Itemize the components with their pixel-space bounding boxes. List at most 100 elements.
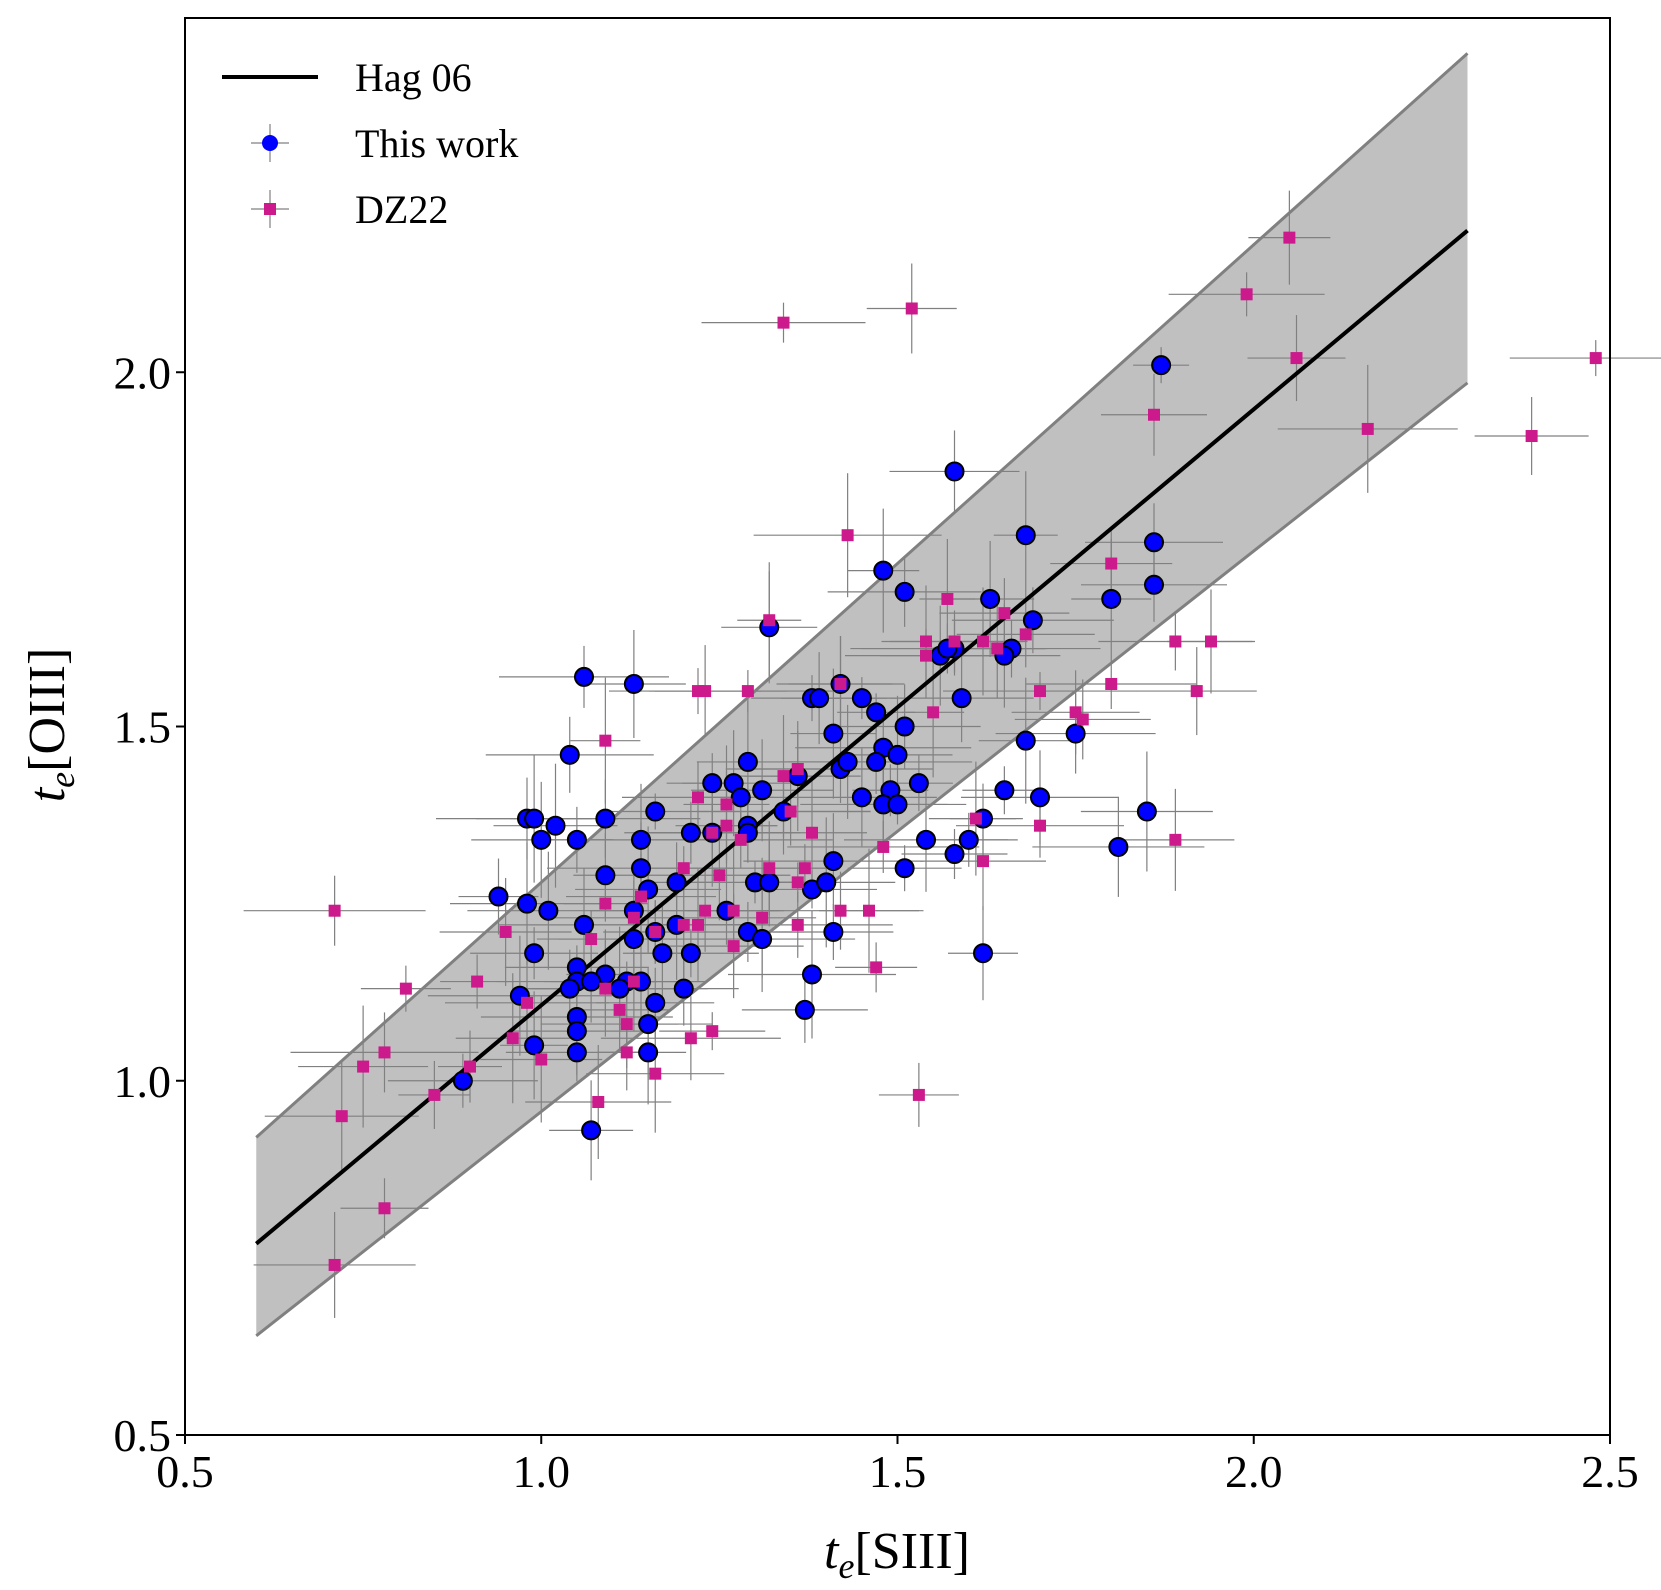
dz22-point <box>471 975 484 988</box>
y-axis-label-rest: [OIII] <box>19 648 76 772</box>
legend: Hag 06 This work DZ22 <box>222 55 518 232</box>
this-work-point <box>837 751 858 772</box>
this-work-point <box>851 787 872 808</box>
this-work-point <box>994 780 1015 801</box>
this-work-point <box>1144 532 1164 553</box>
this-work-point <box>524 1035 545 1056</box>
this-work-point <box>595 865 616 886</box>
this-work-point <box>581 971 602 992</box>
this-work-point <box>623 673 644 694</box>
this-work-point <box>916 829 936 850</box>
y-tick-label: 1.0 <box>114 1056 172 1107</box>
dz22-point <box>806 826 818 839</box>
this-work-point <box>802 964 822 985</box>
dz22-point <box>941 592 954 605</box>
data-markers <box>328 231 1602 1271</box>
legend-marker-dz22 <box>264 203 276 215</box>
dz22-point <box>777 770 790 783</box>
dz22-point <box>1105 677 1118 690</box>
band-upper-edge <box>255 52 1469 1139</box>
this-work-point <box>944 461 965 482</box>
dz22-point <box>927 706 940 719</box>
this-work-point <box>680 822 701 843</box>
legend-marker-this-work <box>262 135 278 151</box>
this-work-point <box>638 1042 659 1063</box>
dz22-point <box>677 862 690 875</box>
dz22-point <box>620 1046 633 1059</box>
dz22-point <box>969 812 982 825</box>
this-work-point <box>566 1021 587 1042</box>
this-work-point <box>1144 574 1164 595</box>
this-work-point <box>887 794 908 815</box>
this-work-point <box>559 744 580 765</box>
dz22-point <box>756 911 769 924</box>
this-work-point <box>524 808 545 829</box>
this-work-point <box>866 702 887 723</box>
x-axis-label: te[SIII] <box>824 1523 970 1586</box>
dz22-point <box>1290 352 1303 365</box>
dz22-point <box>905 302 918 315</box>
this-work-point <box>737 751 758 772</box>
dz22-point <box>1283 231 1296 244</box>
this-work-point <box>559 978 580 999</box>
dz22-point <box>727 940 740 953</box>
this-work-point <box>752 929 773 950</box>
this-work-point <box>645 801 666 822</box>
dz22-point <box>920 649 932 662</box>
y-axis-label-sub: e <box>42 772 82 788</box>
dz22-point <box>1105 557 1118 570</box>
dz22-point <box>592 1096 605 1109</box>
dz22-point <box>692 791 704 804</box>
dz22-point <box>1589 352 1602 365</box>
this-work-point <box>894 581 915 602</box>
dz22-point <box>1361 422 1374 435</box>
this-work-point <box>574 666 594 687</box>
this-work-point <box>851 688 872 709</box>
this-work-point <box>595 808 616 829</box>
this-work-point <box>631 829 651 850</box>
this-work-point <box>645 992 666 1013</box>
dz22-point <box>1525 430 1538 443</box>
x-axis-label-var: t <box>824 1523 840 1580</box>
dz22-point <box>912 1088 925 1101</box>
dz22-point <box>335 1110 348 1123</box>
dz22-point <box>791 763 804 776</box>
dz22-point <box>399 982 412 995</box>
this-work-point <box>638 1014 659 1035</box>
dz22-point <box>791 876 804 889</box>
dz22-point <box>1205 635 1217 648</box>
x-axis-label-sub: e <box>838 1546 854 1586</box>
dz22-point <box>535 1053 548 1066</box>
this-work-point <box>581 1120 602 1141</box>
this-work-point <box>623 929 644 950</box>
dz22-point <box>464 1060 476 1073</box>
dz22-point <box>1169 833 1182 846</box>
dz22-point <box>328 1258 341 1271</box>
legend-label-this-work: This work <box>355 121 518 166</box>
this-work-point <box>866 751 887 772</box>
dz22-point <box>741 685 754 698</box>
x-axis-label-rest: [SIII] <box>854 1523 970 1580</box>
this-work-point <box>823 851 844 872</box>
dz22-point <box>763 862 776 875</box>
y-tick-label: 1.5 <box>114 702 172 753</box>
dz22-point <box>378 1202 391 1215</box>
dz22-point <box>870 961 883 974</box>
this-work-point <box>609 978 630 999</box>
this-work-point <box>980 588 1001 609</box>
this-work-point <box>566 1042 587 1063</box>
dz22-point <box>834 677 847 690</box>
dz22-point <box>720 798 733 811</box>
dz22-point <box>863 904 875 917</box>
this-work-point <box>809 688 830 709</box>
this-work-point <box>1030 787 1050 808</box>
y-tick-label: 2.0 <box>114 347 172 398</box>
dz22-point <box>620 1018 633 1031</box>
dz22-point <box>791 918 804 931</box>
this-work-point <box>894 716 915 737</box>
y-axis-label: te[OIII] <box>19 648 82 803</box>
dz22-point <box>699 685 712 698</box>
dz22-point <box>841 529 854 542</box>
this-work-point <box>894 858 915 879</box>
